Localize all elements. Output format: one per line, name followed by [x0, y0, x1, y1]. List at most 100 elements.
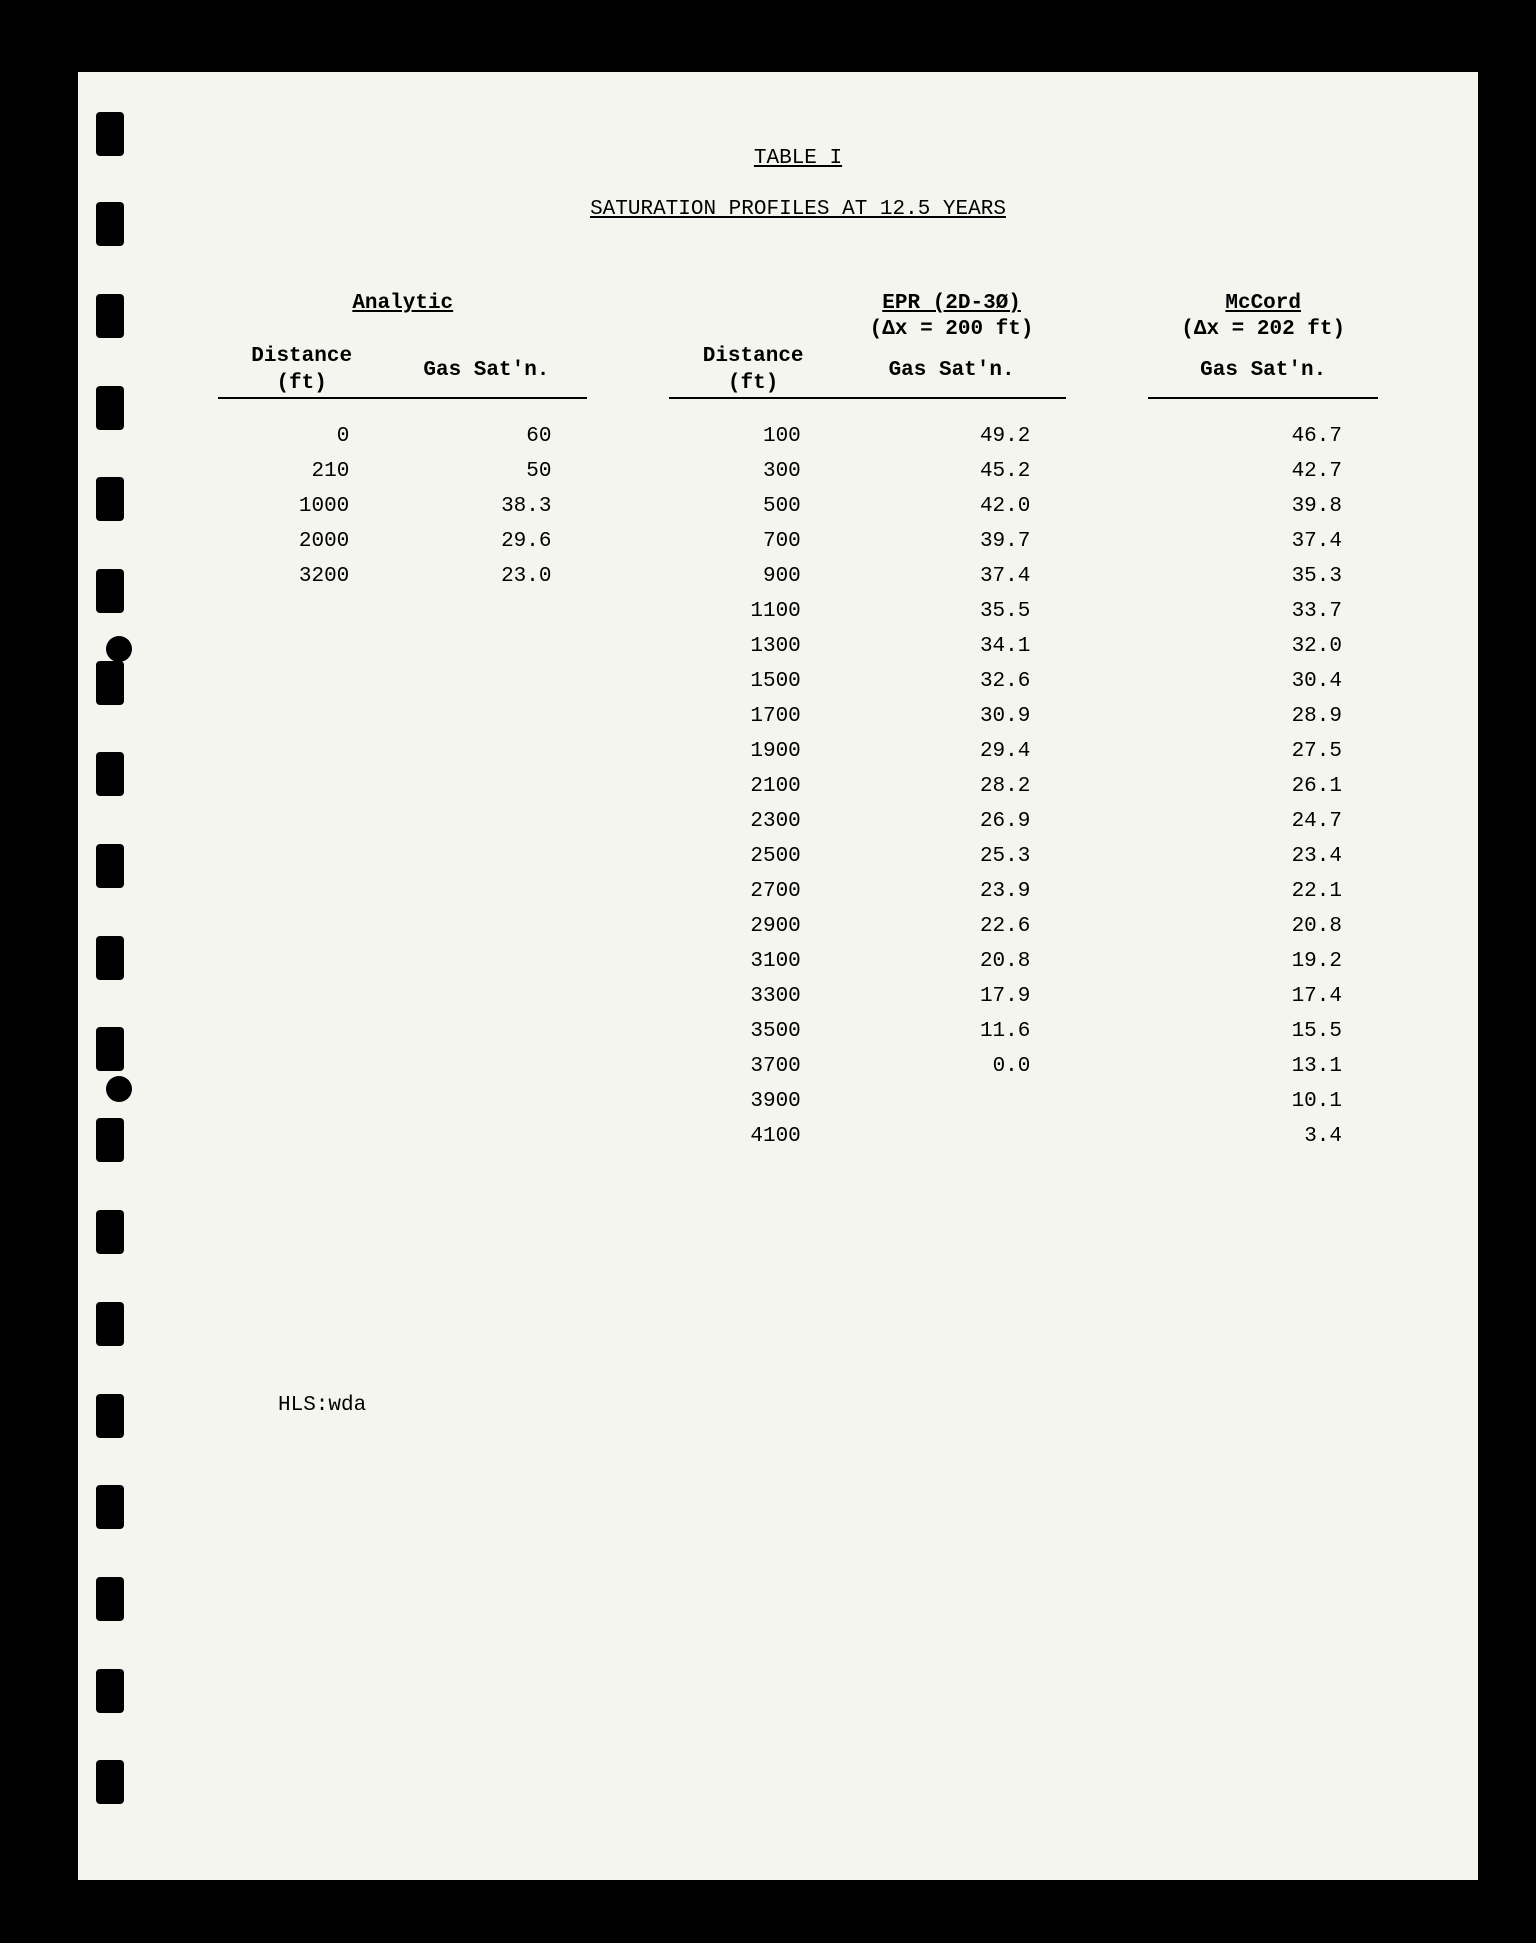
spacer [1066, 1014, 1148, 1049]
spacer [587, 489, 669, 524]
mccord-gas-cell: 24.7 [1148, 804, 1378, 839]
binding-hole [96, 112, 124, 156]
spacer [1066, 291, 1148, 317]
spacer [587, 874, 669, 909]
mccord-gas-cell: 46.7 [1148, 419, 1378, 454]
spacer [587, 524, 669, 559]
analytic-gas-cell [385, 594, 587, 629]
table-row: 310020.819.2 [218, 944, 1378, 979]
mccord-gas-cell: 23.4 [1148, 839, 1378, 874]
distance-cell: 2700 [669, 874, 836, 909]
epr-gas-cell: 30.9 [837, 699, 1067, 734]
binding-hole [96, 202, 124, 246]
spacer [1066, 629, 1148, 664]
subtext-row: (Δx = 200 ft) (Δx = 202 ft) [218, 317, 1378, 343]
analytic-distance-cell: 2000 [218, 524, 385, 559]
document-page: TABLE I SATURATION PROFILES AT 12.5 YEAR… [78, 72, 1478, 1880]
spacer [587, 699, 669, 734]
epr-gas-cell: 22.6 [837, 909, 1067, 944]
analytic-gas-cell [385, 629, 587, 664]
analytic-gas-cell [385, 839, 587, 874]
spacer [385, 317, 587, 343]
distance-cell: 1900 [669, 734, 836, 769]
binding-hole [96, 752, 124, 796]
analytic-gas-cell [385, 909, 587, 944]
binding-hole [96, 1027, 124, 1071]
spacer [1066, 804, 1148, 839]
mccord-gas-cell: 39.8 [1148, 489, 1378, 524]
footer-note: HLS:wda [278, 1394, 1378, 1417]
distance-cell: 2300 [669, 804, 836, 839]
analytic-distance-cell [218, 1084, 385, 1119]
analytic-dist-header: Distance [218, 343, 385, 370]
analytic-gas-cell [385, 979, 587, 1014]
analytic-distance-cell [218, 1014, 385, 1049]
table-row: 200029.670039.737.4 [218, 524, 1378, 559]
spacer [587, 664, 669, 699]
table-row: 350011.615.5 [218, 1014, 1378, 1049]
binding-hole [96, 1118, 124, 1162]
spacer [1066, 839, 1148, 874]
analytic-distance-cell [218, 664, 385, 699]
distance-cell: 3300 [669, 979, 836, 1014]
epr-gas-cell: 39.7 [837, 524, 1067, 559]
mccord-gas-cell: 3.4 [1148, 1119, 1378, 1154]
spacer [587, 559, 669, 594]
distance-cell: 3500 [669, 1014, 836, 1049]
analytic-distance-cell [218, 909, 385, 944]
analytic-gas-cell [385, 1119, 587, 1154]
distance-cell: 100 [669, 419, 836, 454]
table-row: 2105030045.242.7 [218, 454, 1378, 489]
spacer [1066, 664, 1148, 699]
binding-hole [96, 936, 124, 980]
epr-gas-cell: 26.9 [837, 804, 1067, 839]
spacer [1066, 454, 1148, 489]
analytic-gas-cell [385, 1049, 587, 1084]
spacer [1066, 419, 1148, 454]
mccord-gas-header: Gas Sat'n. [1148, 343, 1378, 398]
table-row: 320023.090037.435.3 [218, 559, 1378, 594]
epr-subtext: (Δx = 200 ft) [837, 317, 1067, 343]
spacer [587, 317, 669, 343]
epr-gas-header: Gas Sat'n. [837, 343, 1067, 398]
spacer [1066, 594, 1148, 629]
mccord-gas-cell: 10.1 [1148, 1084, 1378, 1119]
table-row: 250025.323.4 [218, 839, 1378, 874]
spacer [669, 317, 836, 343]
epr-gas-cell [837, 1119, 1067, 1154]
distance-cell: 4100 [669, 1119, 836, 1154]
analytic-distance-cell [218, 769, 385, 804]
distance-cell: 1300 [669, 629, 836, 664]
spacer [587, 454, 669, 489]
mccord-header: McCord [1148, 291, 1378, 317]
spacer [1066, 317, 1148, 343]
mccord-gas-cell: 13.1 [1148, 1049, 1378, 1084]
binding-hole [96, 1760, 124, 1804]
analytic-distance-cell [218, 944, 385, 979]
mccord-gas-cell: 30.4 [1148, 664, 1378, 699]
table-row: 210028.226.1 [218, 769, 1378, 804]
epr-dist-header: Distance [669, 343, 836, 370]
binding-hole [96, 1394, 124, 1438]
analytic-gas-cell [385, 699, 587, 734]
table-subtitle: SATURATION PROFILES AT 12.5 YEARS [218, 198, 1378, 221]
binding-hole [96, 661, 124, 705]
table-row: 190029.427.5 [218, 734, 1378, 769]
spacer [587, 979, 669, 1014]
analytic-distance-cell [218, 874, 385, 909]
analytic-gas-cell: 38.3 [385, 489, 587, 524]
epr-gas-cell: 25.3 [837, 839, 1067, 874]
analytic-distance-cell [218, 804, 385, 839]
spacer [1066, 769, 1148, 804]
spacer [587, 944, 669, 979]
round-hole [106, 1076, 132, 1102]
spacer [1066, 734, 1148, 769]
spacer [1066, 524, 1148, 559]
spacer [587, 839, 669, 874]
spacer [587, 909, 669, 944]
epr-gas-cell: 0.0 [837, 1049, 1067, 1084]
binding-hole [96, 1669, 124, 1713]
analytic-gas-cell [385, 1084, 587, 1119]
spacer [587, 629, 669, 664]
distance-cell: 500 [669, 489, 836, 524]
